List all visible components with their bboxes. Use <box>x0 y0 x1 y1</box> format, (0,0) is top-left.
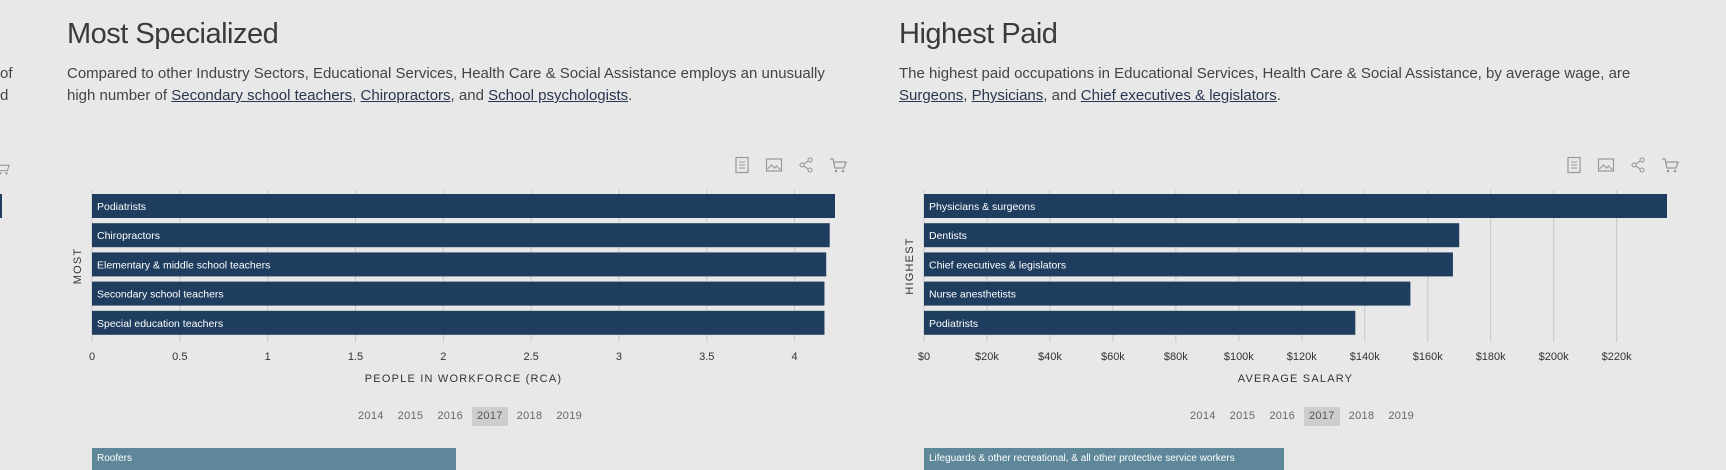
bar <box>924 252 1453 277</box>
x-tick-label: $120k <box>1287 351 1317 363</box>
bar <box>924 310 1356 335</box>
bar-label: Physicians & surgeons <box>929 201 1035 213</box>
separator: , <box>963 87 972 104</box>
link-school-psychologists[interactable]: School psychologists <box>488 87 629 104</box>
panel-description: Compared to other Industry Sectors, Educ… <box>67 63 842 107</box>
edge-text-line2: d <box>0 87 9 104</box>
chart-toolbar <box>1565 156 1679 174</box>
separator: , and <box>450 87 489 104</box>
x-tick-label: 4 <box>792 351 798 363</box>
edge-bar <box>0 194 2 218</box>
year-option-2019[interactable]: 2019 <box>1388 410 1415 422</box>
x-tick-label: $220k <box>1602 351 1632 363</box>
bar <box>92 223 830 248</box>
x-tick-label: 3 <box>616 351 622 363</box>
chart-toolbar <box>733 156 847 174</box>
year-option-2017[interactable]: 2017 <box>472 407 508 426</box>
highest-paid-panel: Highest Paid The highest paid occupation… <box>899 0 1679 470</box>
x-axis-label: AVERAGE SALARY <box>1238 373 1353 385</box>
bar <box>924 223 1460 248</box>
bar <box>92 194 835 218</box>
x-tick-label: $20k <box>975 351 999 363</box>
next-chart-bar: Lifeguards & other recreational, & all o… <box>924 448 1285 470</box>
share-icon[interactable] <box>1629 156 1647 174</box>
x-tick-label: $200k <box>1539 351 1569 363</box>
year-option-2019[interactable]: 2019 <box>556 410 583 422</box>
year-option-2015[interactable]: 2015 <box>1229 410 1256 422</box>
most-specialized-panel: Most Specialized Compared to other Indus… <box>67 0 847 470</box>
x-tick-label: 3.5 <box>699 351 714 363</box>
bar-label: Dentists <box>929 230 967 242</box>
description-text: The highest paid occupations in Educatio… <box>899 65 1631 82</box>
cart-icon[interactable] <box>0 160 10 176</box>
x-tick-label: 2.5 <box>523 351 538 363</box>
share-icon[interactable] <box>797 156 815 174</box>
year-option-2014[interactable]: 2014 <box>358 410 384 422</box>
bar-label: Special education teachers <box>97 318 223 330</box>
link-chiropractors[interactable]: Chiropractors <box>360 87 451 104</box>
description-end: . <box>628 87 633 104</box>
most-specialized-chart: 0 0.5 1 1.5 2 2.5 3 3.5 4 Podiatrists Chiropractor… <box>72 190 835 385</box>
year-option-2018[interactable]: 2018 <box>516 410 543 422</box>
edge-text-line1: of <box>0 65 13 82</box>
bar-label: Chief executives & legislators <box>929 259 1066 271</box>
separator: , and <box>1043 87 1081 104</box>
bar <box>92 281 825 306</box>
year-option-2016[interactable]: 2016 <box>1269 410 1296 422</box>
document-icon[interactable] <box>1565 156 1583 174</box>
year-selector: 2014 2015 2016 2017 2018 2019 <box>1185 407 1419 426</box>
x-tick-label: $0 <box>918 351 930 363</box>
bar <box>924 194 1667 218</box>
bar <box>92 252 827 277</box>
year-option-2015[interactable]: 2015 <box>397 410 424 422</box>
description-end: . <box>1276 87 1281 104</box>
cart-icon[interactable] <box>829 156 847 174</box>
year-option-2016[interactable]: 2016 <box>437 410 464 422</box>
x-tick-label: 0.5 <box>172 351 187 363</box>
x-tick-label: 0 <box>89 351 95 363</box>
x-tick-label: $40k <box>1038 351 1062 363</box>
document-icon[interactable] <box>733 156 751 174</box>
x-tick-label: $180k <box>1476 351 1506 363</box>
bar <box>92 310 825 335</box>
bar <box>924 281 1411 306</box>
year-option-2018[interactable]: 2018 <box>1348 410 1375 422</box>
x-tick-label: $100k <box>1224 351 1254 363</box>
year-option-2014[interactable]: 2014 <box>1190 410 1216 422</box>
y-axis-label: HIGHEST <box>904 237 916 294</box>
panel-description: The highest paid occupations in Educatio… <box>899 63 1674 107</box>
image-icon[interactable] <box>765 156 783 174</box>
panel-title: Highest Paid <box>899 18 1058 50</box>
bar-label: Secondary school teachers <box>97 289 224 301</box>
image-icon[interactable] <box>1597 156 1615 174</box>
link-chief-executives-legislators[interactable]: Chief executives & legislators <box>1080 87 1277 104</box>
bar-label: Podiatrists <box>97 201 146 213</box>
separator: , <box>352 87 361 104</box>
x-axis-label: PEOPLE IN WORKFORCE (RCA) <box>365 373 562 385</box>
next-chart-bar: Roofers <box>92 448 457 470</box>
x-tick-label: $140k <box>1350 351 1380 363</box>
bar-label: Chiropractors <box>97 230 160 242</box>
y-axis-label: MOST <box>72 248 84 285</box>
bar-label: Elementary & middle school teachers <box>97 259 270 271</box>
bar-label: Podiatrists <box>929 318 978 330</box>
description-text: Compared to other Industry Sectors, Educ… <box>67 65 825 104</box>
x-tick-label: $160k <box>1413 351 1443 363</box>
x-tick-label: $60k <box>1101 351 1125 363</box>
link-surgeons[interactable]: Surgeons <box>899 87 964 104</box>
x-tick-label: 1.5 <box>348 351 363 363</box>
x-tick-label: 2 <box>440 351 446 363</box>
year-option-2017[interactable]: 2017 <box>1304 407 1340 426</box>
x-tick-label: $80k <box>1164 351 1188 363</box>
cart-icon[interactable] <box>1661 156 1679 174</box>
year-selector: 2014 2015 2016 2017 2018 2019 <box>353 407 587 426</box>
highest-paid-chart: $0 $20k $40k $60k $80k $100k $120k $140k $160k $1… <box>904 190 1667 385</box>
bar-label: Nurse anesthetists <box>929 289 1016 301</box>
x-tick-label: 1 <box>265 351 271 363</box>
panel-title: Most Specialized <box>67 18 279 50</box>
link-physicians[interactable]: Physicians <box>971 87 1044 104</box>
link-secondary-school-teachers[interactable]: Secondary school teachers <box>171 87 353 104</box>
